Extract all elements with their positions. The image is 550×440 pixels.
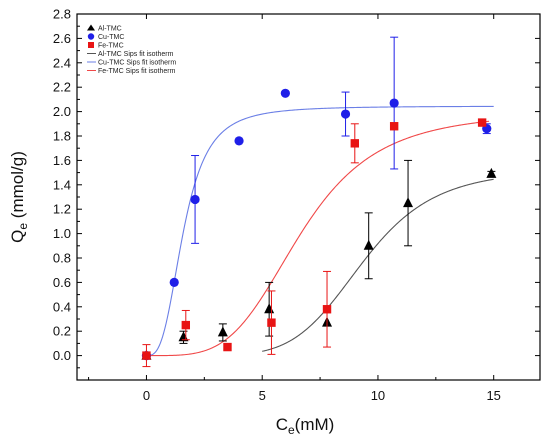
legend-marker <box>87 33 95 40</box>
data-point <box>142 351 151 360</box>
y-tick-label: 2.2 <box>53 80 71 95</box>
legend-item-fit-2: Cu-TMC Sips fit isotherm <box>87 60 176 67</box>
data-point <box>389 98 399 108</box>
x-axis-title: Ce(mM) <box>276 415 335 437</box>
y-tick-label: 1.6 <box>53 153 71 168</box>
data-point <box>389 122 399 131</box>
legend-marker <box>88 42 94 48</box>
y-tick-label: 1.0 <box>53 226 71 241</box>
data-point <box>486 167 497 178</box>
y-tick-label: 2.8 <box>53 7 71 22</box>
data-point <box>477 118 487 127</box>
y-tick-label: 0.8 <box>53 251 71 266</box>
data-point <box>169 277 179 287</box>
x-tick-label: 10 <box>371 388 385 403</box>
data-point <box>350 139 359 148</box>
data-point <box>223 342 232 352</box>
legend-label: Cu-TMC <box>98 34 124 41</box>
y-tick-label: 2.0 <box>53 104 71 119</box>
y-tick-label: 0.4 <box>53 299 71 314</box>
legend-label: Fe-TMC Sips fit isotherm <box>98 68 176 75</box>
x-tick-label: 0 <box>143 388 150 403</box>
legend-item-cu-tmc: Cu-TMC <box>87 33 124 41</box>
fit-curve-1 <box>262 178 494 352</box>
y-tick-label: 1.2 <box>53 202 71 217</box>
y-axis-title: Qe (mmol/g) <box>8 151 30 243</box>
data-point <box>363 239 374 250</box>
y-tick-label: 0.6 <box>53 275 71 290</box>
legend-label: Fe-TMC <box>98 43 124 50</box>
legend-item-fit-3: Fe-TMC Sips fit isotherm <box>87 68 176 75</box>
y-tick-label: 2.6 <box>53 31 71 46</box>
y-tick-label: 1.4 <box>53 177 71 192</box>
data-point <box>190 194 200 205</box>
data-point <box>322 305 332 314</box>
x-tick-label: 15 <box>486 388 500 403</box>
data-point <box>403 197 414 208</box>
legend-item-fe-tmc: Fe-TMC <box>88 42 124 50</box>
data-point <box>234 136 244 146</box>
data-point <box>340 109 351 119</box>
legend-item-fit-1: Al-TMC Sips fit isotherm <box>87 51 174 58</box>
fit-curve-3 <box>146 120 490 357</box>
fit-curve-2 <box>146 105 494 357</box>
legend-label: Al-TMC Sips fit isotherm <box>98 51 174 58</box>
legend-item-al-tmc: Al-TMC <box>87 24 122 33</box>
legend-label: Cu-TMC Sips fit isotherm <box>98 60 176 67</box>
data-point <box>280 88 290 98</box>
y-tick-label: 0.2 <box>53 324 71 339</box>
data-point <box>181 320 191 330</box>
data-point <box>264 303 275 314</box>
y-tick-label: 0.0 <box>53 348 71 363</box>
x-tick-label: 5 <box>259 388 266 403</box>
y-tick-label: 1.8 <box>53 129 71 144</box>
data-point <box>217 326 228 337</box>
legend-marker <box>87 24 95 31</box>
data-point <box>267 318 276 327</box>
legend-label: Al-TMC <box>98 26 122 33</box>
y-tick-label: 2.4 <box>53 55 71 70</box>
